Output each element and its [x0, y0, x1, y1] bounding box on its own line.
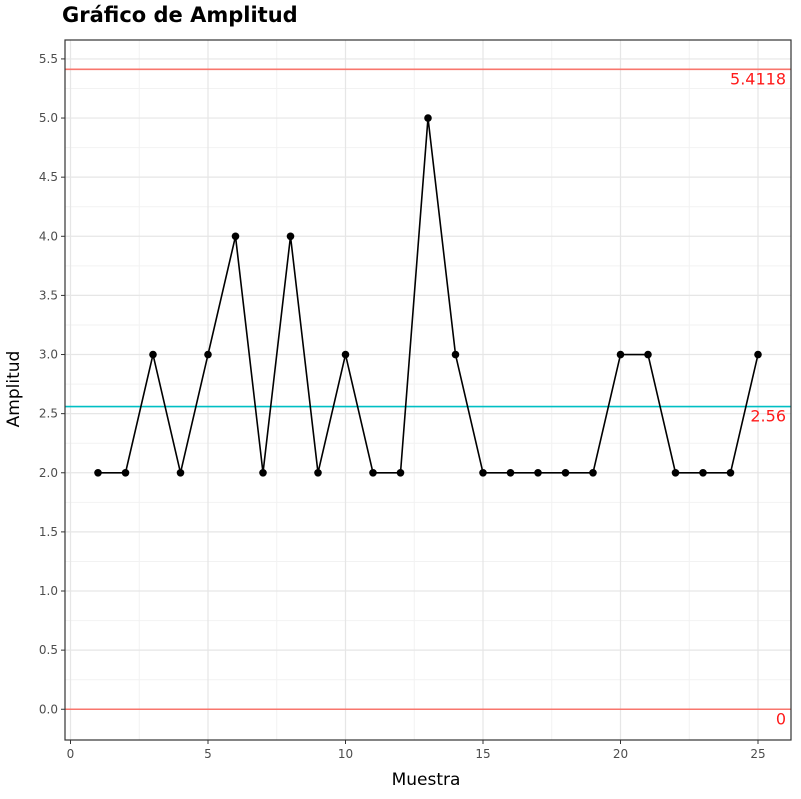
data-point — [121, 468, 130, 477]
data-point — [616, 350, 625, 359]
data-point — [286, 232, 295, 241]
data-point — [176, 468, 185, 477]
x-tick-label: 10 — [338, 747, 353, 761]
data-point — [754, 350, 762, 359]
data-point — [561, 468, 570, 477]
grid — [65, 40, 791, 740]
y-tick-label: 2.5 — [39, 407, 58, 421]
y-tick-label: 4.0 — [39, 229, 58, 243]
x-axis-title: Muestra — [392, 770, 461, 790]
data-point — [231, 232, 240, 241]
x-tick-label: 25 — [750, 747, 765, 761]
data-point — [589, 468, 597, 477]
y-tick-label: 1.0 — [39, 584, 58, 598]
data-point — [644, 350, 652, 359]
data-point — [534, 468, 542, 477]
x-tick-label: 0 — [67, 747, 75, 761]
y-tick-label: 0.0 — [39, 702, 58, 716]
data-point — [204, 350, 212, 359]
reference-label-lcl: 0 — [776, 709, 786, 728]
x-tick-label: 5 — [204, 747, 212, 761]
reference-lines: 5.4118 2.56 0 — [65, 68, 791, 728]
data-point — [726, 468, 735, 477]
y-tick-label: 3.0 — [39, 348, 58, 362]
series-layer — [94, 114, 762, 477]
y-tick-label: 4.5 — [39, 170, 58, 184]
data-point — [424, 114, 432, 122]
data-point — [506, 468, 515, 477]
data-point — [699, 468, 707, 477]
y-tick-label: 0.5 — [39, 643, 58, 657]
reference-label-ucl: 5.4118 — [730, 69, 786, 88]
data-point — [149, 350, 157, 359]
data-point — [671, 468, 680, 477]
data-point — [479, 468, 487, 477]
data-point — [94, 468, 102, 477]
plot-background — [65, 40, 791, 740]
y-tick-label: 3.5 — [39, 288, 58, 302]
axes: 0 5 10 15 20 25 0.0 0.5 1.0 1.5 2.0 2.5 3.0 3.5 4.0 4.5… — [39, 39, 792, 761]
y-tick-label: 5.5 — [39, 52, 58, 66]
y-tick-label: 2.0 — [39, 466, 58, 480]
chart-title: Gráfico de Amplitud — [62, 3, 298, 27]
data-point — [314, 468, 322, 477]
y-tick-label: 5.0 — [39, 111, 58, 125]
x-tick-label: 15 — [475, 747, 490, 761]
reference-label-cl: 2.56 — [750, 407, 786, 426]
panel-border — [64, 39, 792, 741]
data-point — [451, 350, 460, 359]
x-tick-label: 20 — [613, 747, 628, 761]
data-point — [259, 468, 267, 477]
data-point — [341, 350, 350, 359]
data-point — [396, 468, 405, 477]
y-axis-title: Amplitud — [4, 351, 24, 428]
data-point — [369, 468, 377, 477]
y-tick-label: 1.5 — [39, 525, 58, 539]
